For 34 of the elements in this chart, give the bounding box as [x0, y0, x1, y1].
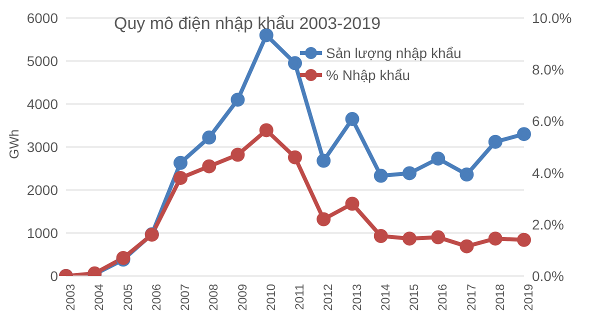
x-tick-label: 2015 [407, 284, 422, 311]
y-tick-label: 3000 [26, 138, 58, 155]
y-tick-label: 2000 [26, 182, 58, 198]
x-tick-label: 2003 [64, 284, 78, 311]
x-tick-label: 2005 [120, 284, 135, 311]
y2-tick-label: 0.0% [532, 268, 564, 284]
y2-tick-label: 2.0% [532, 216, 564, 232]
y2-tick-label: 4.0% [532, 164, 564, 181]
x-tick-label: 2018 [492, 284, 507, 311]
x-tick-label: 2016 [436, 284, 450, 311]
y-tick-label: 0 [50, 268, 58, 284]
x-tick-label: 2010 [264, 284, 278, 311]
x-tick-label: 2007 [178, 284, 192, 311]
x-tick-label: 2009 [235, 284, 250, 311]
legend-label: Sản lượng nhập khẩu [326, 45, 462, 61]
y2-tick-label: 8.0% [532, 62, 564, 78]
y-tick-label: 5000 [26, 52, 58, 69]
x-tick-label: 2004 [92, 284, 106, 311]
x-tick-label: 2019 [522, 284, 536, 311]
chart-title: Quy mô điện nhập khẩu 2003-2019 [114, 14, 381, 34]
x-tick-label: 2014 [378, 284, 392, 311]
x-tick-label: 2008 [206, 284, 221, 311]
y2-tick-label: 10.0% [532, 10, 572, 26]
x-tick-label: 2017 [464, 284, 478, 311]
y-tick-label: 6000 [26, 10, 58, 26]
y2-tick-label: 6.0% [532, 113, 564, 130]
y-axis-title: GWh [6, 129, 22, 159]
x-tick-label: 2011 [292, 284, 307, 310]
x-tick-label: 2013 [350, 284, 364, 311]
legend-label: % Nhập khẩu [326, 67, 410, 83]
y-tick-label: 4000 [26, 96, 58, 112]
x-tick-label: 2012 [321, 284, 336, 311]
y-tick-label: 1000 [26, 224, 58, 241]
x-tick-label: 2006 [149, 284, 164, 311]
